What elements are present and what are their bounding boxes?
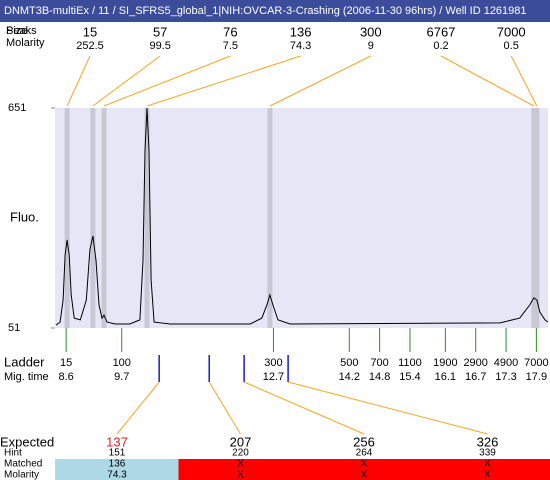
peak-molarity: 74.3	[290, 40, 311, 52]
expected-value: 207	[230, 434, 252, 449]
ladder-time: 8.6	[58, 371, 73, 383]
match-band	[178, 459, 302, 480]
trace	[55, 107, 549, 326]
plot-background	[55, 108, 548, 328]
ladder-time: 9.7	[114, 371, 129, 383]
match-band	[55, 459, 179, 480]
size-label: Size	[6, 25, 27, 37]
peak-molarity: 0.5	[504, 40, 519, 52]
ladder-time: 17.9	[526, 371, 547, 383]
expected-value: 256	[353, 434, 375, 449]
ladder-time: 14.8	[369, 371, 390, 383]
peak-band	[267, 108, 273, 328]
peak-molarity: 252.5	[76, 40, 104, 52]
hint-value: 220	[232, 448, 249, 459]
peak-molarity: 7.5	[223, 40, 238, 52]
molarity-value: X	[237, 470, 244, 480]
y-tick-label: 51	[8, 322, 20, 334]
row-label: Matched	[4, 459, 42, 470]
matched-value: X	[484, 459, 491, 470]
matched-value: X	[361, 459, 368, 470]
ladder-size: 2900	[463, 357, 487, 369]
molarity-value: X	[484, 470, 491, 480]
expected-connector	[208, 381, 241, 435]
peak-connector	[269, 55, 372, 107]
ladder-size: 1900	[433, 357, 457, 369]
title-bar	[0, 0, 550, 22]
hint-value: 339	[479, 448, 496, 459]
peak-band	[531, 108, 537, 328]
matched-value: X	[237, 459, 244, 470]
expected-connector	[116, 381, 160, 435]
mig-time-label: Mig. time	[4, 371, 49, 383]
peak-molarity: 99.5	[149, 40, 170, 52]
peak-size: 76	[223, 24, 237, 39]
peak-molarity: 9	[368, 40, 374, 52]
molarity-label: Molarity	[6, 37, 45, 49]
peak-connector	[66, 55, 91, 107]
peak-connector	[103, 55, 231, 107]
ladder-size: 15	[60, 357, 72, 369]
ladder-time: 15.4	[399, 371, 420, 383]
molarity-value: X	[361, 470, 368, 480]
ladder-size: 1100	[398, 357, 422, 369]
ladder-time: 16.7	[465, 371, 486, 383]
ladder-size: 7000	[524, 357, 548, 369]
peak-band	[64, 108, 70, 328]
peaks-label: Peaks	[6, 25, 37, 37]
peak-size: 300	[360, 24, 382, 39]
ladder-label: Ladder	[4, 354, 45, 369]
molarity-value: 74.3	[107, 470, 127, 480]
expected-value: 137	[106, 434, 128, 449]
ladder-time: 17.3	[495, 371, 516, 383]
peak-size: 6767	[427, 24, 456, 39]
ladder-time: 12.7	[263, 371, 284, 383]
peak-band	[144, 108, 150, 328]
peak-connector	[510, 55, 538, 107]
row-label: Molarity	[4, 470, 39, 480]
ladder-size: 700	[370, 357, 388, 369]
hint-value: 151	[109, 448, 126, 459]
row-label: Expected	[0, 434, 54, 449]
ladder-size: 100	[113, 357, 131, 369]
match-band	[302, 459, 426, 480]
peak-size: 15	[83, 24, 97, 39]
peak-molarity: 0.2	[433, 40, 448, 52]
match-band	[425, 459, 550, 480]
hint-value: 264	[356, 448, 373, 459]
peak-size: 136	[290, 24, 312, 39]
ladder-size: 300	[264, 357, 282, 369]
peak-size: 7000	[497, 24, 526, 39]
peak-band	[101, 108, 107, 328]
peak-band	[90, 108, 96, 328]
y-tick-label: 651	[8, 102, 26, 114]
ladder-size: 4900	[494, 357, 518, 369]
y-axis-label: Fluo.	[10, 209, 39, 224]
expected-value: 326	[477, 434, 499, 449]
row-label: Hint	[4, 448, 22, 459]
ladder-time: 14.2	[339, 371, 360, 383]
title: DNMT3B-multiEx / 11 / SI_SFRS5_global_1|…	[4, 5, 527, 17]
peak-connector	[92, 55, 161, 107]
ladder-size: 500	[340, 357, 358, 369]
matched-value: 136	[109, 459, 126, 470]
expected-connector	[287, 381, 488, 435]
peak-connector	[440, 55, 535, 107]
ladder-time: 16.1	[435, 371, 456, 383]
peak-connector	[146, 55, 301, 107]
peak-size: 57	[153, 24, 167, 39]
peak-band	[534, 108, 540, 328]
expected-connector	[243, 381, 365, 435]
